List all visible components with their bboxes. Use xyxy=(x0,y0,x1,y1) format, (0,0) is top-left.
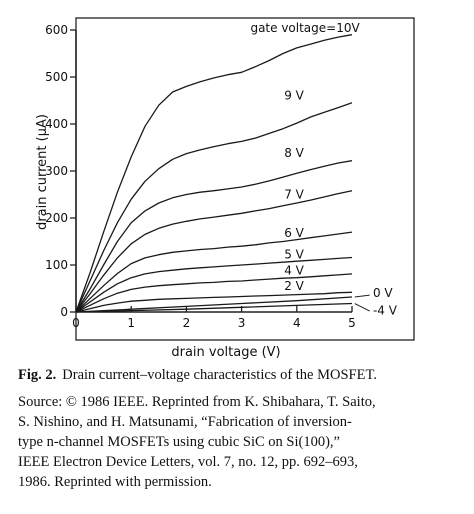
series-line xyxy=(75,231,353,313)
y-tick-label: 0 xyxy=(60,305,68,319)
plot-frame xyxy=(75,17,415,341)
y-tick-label: 500 xyxy=(45,70,68,84)
figure-number: Fig. 2. xyxy=(18,367,57,383)
x-tick-label: 2 xyxy=(183,316,191,330)
x-tick-label: 0 xyxy=(72,316,80,330)
series-line xyxy=(75,296,353,313)
series-label: 2 V xyxy=(284,279,304,293)
source-line: 1986. Reprinted with permission. xyxy=(18,474,212,490)
y-tick-label: 300 xyxy=(45,164,68,178)
curve-labels: gate voltage=10V 9 V 8 V 7 V 6 V 5 V 4 V 2 V 0 V… xyxy=(250,21,397,317)
figure-caption: Fig. 2. Drain current–voltage characteris… xyxy=(18,366,468,384)
y-axis-label: drain current (μA) xyxy=(35,114,50,230)
source-line: IEEE Electron Device Letters, vol. 7, no… xyxy=(18,454,358,470)
source-line: type n-channel MOSFETs using cubic SiC o… xyxy=(18,434,340,450)
x-tick-label: 4 xyxy=(293,316,301,330)
series-label: gate voltage=10V xyxy=(250,21,360,35)
leader-line xyxy=(354,303,370,312)
curves xyxy=(75,34,353,313)
x-tick-label: 1 xyxy=(127,316,135,330)
x-tick-label: 3 xyxy=(238,316,246,330)
series-line xyxy=(75,102,353,313)
series-line xyxy=(75,302,353,313)
series-line xyxy=(75,291,353,313)
series-line xyxy=(75,160,353,313)
series-label: 0 V xyxy=(373,286,393,300)
series-label: 5 V xyxy=(284,247,304,261)
series-line xyxy=(75,34,353,313)
source-line: Source: © 1986 IEEE. Reprinted from K. S… xyxy=(18,394,376,410)
y-tick-label: 100 xyxy=(45,258,68,272)
series-label: 4 V xyxy=(284,263,304,277)
y-tick-label: 400 xyxy=(45,117,68,131)
y-tick-label: 200 xyxy=(45,211,68,225)
figure-caption-text: Drain current–voltage characteristics of… xyxy=(62,367,377,383)
source-line: S. Nishino, and H. Matsunami, “Fabricati… xyxy=(18,414,352,430)
leader-line xyxy=(354,294,370,298)
x-axis-label: drain voltage (V) xyxy=(171,345,280,360)
series-label: -4 V xyxy=(373,303,398,317)
series-line xyxy=(75,273,353,313)
series-label: 8 V xyxy=(284,146,304,160)
source-citation: Source: © 1986 IEEE. Reprinted from K. S… xyxy=(18,392,458,492)
series-label: 7 V xyxy=(284,187,304,201)
ticks: 0 1 2 3 4 5 0 100 200 300 400 500 600 xyxy=(45,23,356,330)
series-label: 9 V xyxy=(284,89,304,103)
axes xyxy=(75,30,352,313)
iv-characteristics-chart: 0 1 2 3 4 5 0 100 200 300 400 500 600 gate voltage=1… xyxy=(35,17,415,360)
series-label: 6 V xyxy=(284,226,304,240)
x-tick-label: 5 xyxy=(348,316,356,330)
series-line xyxy=(75,256,353,313)
y-tick-label: 600 xyxy=(45,23,68,37)
series-line xyxy=(75,190,353,313)
